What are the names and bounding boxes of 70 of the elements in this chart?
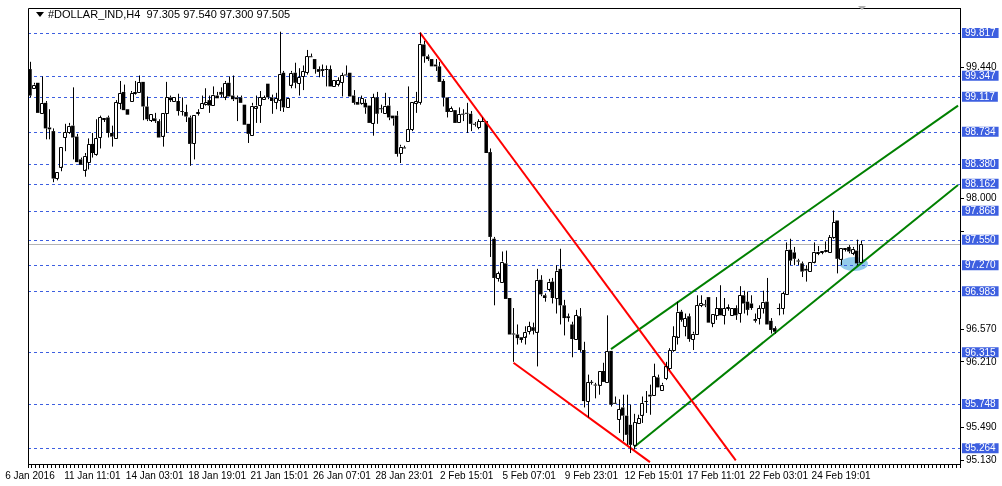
candlestick — [141, 81, 145, 121]
ref-line-label: 97.550 — [965, 233, 997, 245]
candlestick — [515, 323, 520, 346]
ref-line-label: 96.315 — [965, 346, 997, 358]
y-tick-label: 99.440 — [966, 61, 998, 73]
candlestick — [180, 96, 184, 117]
x-tick-label: 28 Jan 23:01 — [375, 469, 434, 481]
candlestick — [219, 86, 223, 98]
y-tick-label: 96.570 — [966, 322, 998, 334]
ref-line-label: 97.270 — [965, 259, 997, 271]
candlestick — [207, 95, 212, 114]
candlestick — [609, 350, 613, 408]
candlestick — [757, 304, 761, 325]
ref-line-label: 97.868 — [965, 204, 997, 216]
candlestick — [297, 67, 301, 97]
y-tick-label: 95.490 — [966, 421, 998, 433]
candlestick — [730, 308, 734, 316]
candlestick — [340, 72, 344, 97]
candlestick — [804, 264, 808, 283]
ref-line-label: 95.748 — [965, 398, 997, 410]
ref-line-label: 99.817 — [965, 27, 997, 39]
candlestick — [320, 64, 325, 77]
candlestick — [687, 313, 691, 343]
y-tick-label: 95.130 — [966, 454, 998, 466]
candlestick — [375, 91, 379, 125]
candlestick — [620, 394, 625, 442]
ref-line-label: 98.162 — [965, 178, 997, 190]
candlestick — [35, 82, 40, 113]
x-tick-label: 24 Feb 19:01 — [811, 469, 871, 481]
candlestick — [749, 294, 754, 311]
ref-line-label: 96.983 — [965, 285, 997, 297]
x-tick-label: 18 Jan 19:01 — [188, 469, 247, 481]
x-tick-label: 5 Feb 07:01 — [502, 469, 557, 481]
y-tick-label: 98.000 — [966, 192, 998, 204]
candlestick — [293, 62, 297, 89]
ref-line-label: 98.734 — [965, 125, 997, 137]
candlestick — [461, 108, 465, 122]
x-tick-label: 22 Feb 03:01 — [749, 469, 809, 481]
candlestick — [722, 297, 726, 325]
x-tick-label: 21 Jan 15:01 — [250, 469, 309, 481]
x-tick-label: 26 Jan 07:01 — [313, 469, 372, 481]
candlestick — [227, 75, 231, 97]
x-tick-label: 2 Feb 15:01 — [440, 469, 494, 481]
candlestick — [683, 313, 687, 337]
x-tick-label: 11 Jan 11:01 — [64, 469, 121, 481]
candlestick — [406, 85, 410, 142]
candlestick — [258, 90, 262, 124]
x-tick-label: 6 Jan 2016 — [5, 469, 56, 481]
ref-line-label: 98.380 — [965, 158, 997, 170]
candlestick — [176, 93, 180, 117]
candlestick — [71, 86, 75, 160]
x-tick-label: 14 Jan 03:01 — [125, 469, 185, 481]
candlestick — [617, 398, 621, 434]
ref-line-label: 99.117 — [965, 90, 996, 102]
candlestick — [737, 285, 742, 324]
ref-line-label: 95.264 — [965, 442, 997, 454]
x-tick-label: 12 Feb 15:01 — [624, 469, 684, 481]
x-tick-label: 9 Feb 23:01 — [564, 469, 619, 481]
y-tick-label: 96.210 — [966, 355, 998, 367]
candlestick — [106, 115, 110, 138]
candlestick — [63, 123, 67, 152]
x-tick-label: 17 Feb 11:01 — [687, 469, 746, 481]
candlestick — [328, 64, 332, 87]
candlestick — [715, 296, 719, 321]
candlestick — [476, 118, 481, 130]
ref-line-label: 99.347 — [965, 70, 997, 82]
candlestick — [453, 110, 457, 123]
candlestick — [234, 95, 239, 122]
candlestick — [792, 246, 797, 266]
chart-title: #DOLLAR_IND,H4 97.305 97.540 97.300 97.505 — [48, 8, 291, 20]
